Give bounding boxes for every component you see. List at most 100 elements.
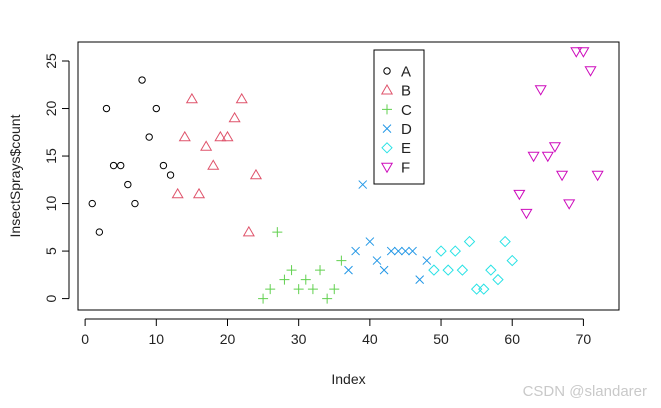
- data-point-E: [506, 254, 518, 267]
- data-point-A: [166, 171, 175, 179]
- data-point-D: [401, 246, 410, 256]
- legend-marker-B: [380, 84, 394, 95]
- data-point-A: [102, 104, 111, 113]
- data-point-F: [577, 47, 590, 58]
- data-point-B: [235, 92, 248, 104]
- series-A: [88, 76, 175, 236]
- data-point-A: [131, 199, 139, 208]
- data-point-F: [541, 151, 554, 163]
- data-point-D: [351, 246, 360, 256]
- x-tick-label: 20: [220, 331, 236, 347]
- legend-marker-F: [380, 162, 394, 174]
- data-point-A: [117, 161, 125, 170]
- data-point-D: [415, 275, 425, 284]
- y-tick-label: 20: [43, 101, 59, 117]
- y-axis: 0 5 10 15 20 25: [43, 53, 70, 302]
- data-point-B: [178, 130, 191, 142]
- x-axis-title: Index: [331, 371, 365, 387]
- legend-label-D: D: [401, 121, 412, 138]
- data-point-F: [520, 208, 533, 220]
- series-D: [344, 180, 432, 284]
- data-point-D: [358, 180, 368, 189]
- legend-marker-C: [382, 104, 392, 115]
- data-point-E: [456, 264, 469, 276]
- data-point-B: [207, 159, 220, 170]
- y-tick-label: 25: [43, 53, 59, 69]
- legend-label-E: E: [401, 140, 411, 157]
- y-tick-label: 0: [43, 294, 59, 302]
- x-tick-label: 40: [362, 331, 378, 347]
- x-axis: 0 10 20 30 40 50 60 70: [81, 318, 592, 347]
- data-point-A: [138, 76, 146, 84]
- x-tick-label: 10: [149, 331, 165, 347]
- data-point-A: [159, 161, 168, 170]
- legend-marker-D: [382, 124, 392, 133]
- series-C: [258, 227, 347, 304]
- data-point-C: [279, 274, 290, 285]
- watermark-text: CSDN @slandarer: [522, 383, 647, 400]
- data-point-F: [563, 199, 576, 210]
- y-tick-label: 10: [43, 196, 59, 212]
- data-point-E: [435, 245, 447, 257]
- data-point-B: [214, 130, 227, 142]
- data-point-F: [591, 170, 604, 182]
- data-point-F: [548, 142, 562, 153]
- data-point-E: [492, 273, 504, 286]
- legend-label-A: A: [401, 63, 411, 80]
- data-point-D: [365, 237, 375, 246]
- data-point-C: [329, 284, 340, 295]
- data-point-F: [527, 151, 540, 163]
- data-point-B: [221, 130, 234, 142]
- legend-box: [373, 49, 425, 185]
- data-point-E: [428, 264, 440, 276]
- data-point-F: [584, 66, 597, 77]
- data-point-D: [386, 246, 396, 256]
- data-point-B: [171, 187, 184, 199]
- data-point-E: [485, 264, 497, 276]
- data-points: [88, 47, 604, 304]
- data-point-F: [570, 47, 583, 58]
- data-point-E: [499, 235, 511, 248]
- x-tick-label: 60: [504, 331, 520, 347]
- y-axis-title: InsectSprays$count: [7, 114, 23, 237]
- data-point-E: [442, 264, 454, 276]
- legend-label-C: C: [401, 102, 412, 119]
- series-B: [171, 92, 263, 237]
- data-point-C: [265, 284, 276, 295]
- data-point-E: [463, 235, 476, 248]
- legend-label-B: B: [401, 83, 411, 100]
- data-point-D: [393, 246, 403, 256]
- data-point-C: [322, 293, 333, 304]
- data-point-B: [200, 140, 213, 151]
- legend-marker-A: [383, 67, 391, 75]
- legend-marker-E: [381, 142, 393, 154]
- data-point-C: [315, 265, 326, 276]
- data-point-E: [449, 245, 461, 257]
- data-point-A: [145, 133, 153, 141]
- plot-frame: [77, 41, 620, 311]
- data-point-A: [95, 228, 104, 236]
- x-tick-label: 0: [81, 331, 89, 347]
- data-point-C: [300, 274, 311, 285]
- data-point-B: [242, 225, 255, 237]
- data-point-F: [555, 170, 569, 182]
- data-point-D: [372, 256, 382, 265]
- data-point-B: [192, 187, 206, 199]
- data-point-C: [336, 255, 347, 266]
- data-point-E: [470, 283, 483, 295]
- legend-label-F: F: [401, 159, 410, 176]
- data-point-C: [307, 284, 318, 295]
- data-point-A: [124, 180, 132, 189]
- data-point-C: [258, 293, 269, 304]
- x-tick-label: 70: [576, 331, 592, 347]
- data-point-F: [513, 189, 526, 201]
- series-E: [428, 235, 518, 295]
- data-point-D: [344, 265, 353, 275]
- data-point-B: [228, 111, 241, 123]
- x-tick-label: 50: [433, 331, 449, 347]
- data-point-E: [478, 283, 490, 295]
- y-tick-label: 5: [43, 247, 59, 255]
- series-F: [513, 47, 604, 220]
- y-tick-label: 15: [43, 148, 59, 164]
